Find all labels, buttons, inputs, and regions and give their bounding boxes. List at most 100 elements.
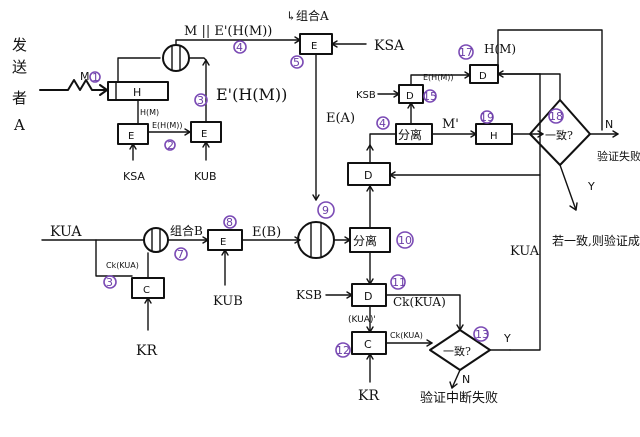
- combiner-B-circle: [143, 227, 169, 253]
- decision-top-label: 一致?: [545, 128, 573, 142]
- step-3-number: 3: [197, 94, 204, 107]
- kua-to-D-middle-arrowhead: [389, 171, 396, 179]
- label-ck-kua-top: Ck(KUA): [393, 295, 446, 309]
- step-4-circle: [233, 40, 247, 54]
- step-5-circle: [290, 55, 304, 69]
- label-combo-A: ↳组合A: [286, 8, 329, 23]
- label-ksa-bottom: KSA: [123, 170, 145, 183]
- step-3b-number: 3: [106, 276, 113, 289]
- ksa-to-E-arrowhead: [331, 40, 338, 48]
- step-8-number: 8: [226, 216, 233, 229]
- label-kua-paren: (KUA)': [348, 315, 376, 325]
- to-split-upper: [369, 133, 397, 146]
- step-10-circle: [396, 231, 414, 249]
- decision-bottom-N-arrowhead: [449, 381, 458, 389]
- label-ck-kua-left: Ck(KUA): [106, 261, 139, 270]
- label-combo-M: M || E'(H(M)): [184, 24, 272, 39]
- top-right-loop: [497, 29, 603, 131]
- label-verify-fail-top: 验证失败: [597, 149, 640, 163]
- central-combiner-bars: [310, 223, 322, 257]
- kua-down-to-C: [95, 239, 133, 277]
- label-M-prime: M': [442, 117, 459, 132]
- sender-char-1: 发: [12, 36, 27, 54]
- box-H-right-label: H: [490, 131, 498, 142]
- sender-char-3: 者: [12, 89, 27, 107]
- step-3-circle: [194, 93, 208, 107]
- step-19-number: 19: [480, 111, 494, 124]
- kub-to-E-arrowhead: [221, 249, 229, 256]
- box-D-top-label: D: [479, 71, 487, 82]
- step-17-number: 17: [459, 46, 473, 59]
- step-2-circle: [164, 139, 176, 151]
- combiner-B-bars: [151, 228, 161, 252]
- EB-to-central-arrowhead: [294, 236, 301, 244]
- label-eprime-hm: E'(H(M)): [216, 85, 287, 104]
- box-D-middle-label: D: [364, 169, 372, 182]
- C-to-decision-lower-arrowhead: [426, 339, 433, 347]
- label-N-bottom: N: [462, 373, 470, 386]
- m-up-to-combiner: [117, 57, 161, 83]
- split-box-lower-label: 分离: [353, 233, 377, 248]
- step-7-circle: [174, 247, 188, 261]
- label-E-B: E(B): [252, 225, 281, 240]
- label-M-input: M: [80, 70, 90, 83]
- kr-to-C-lower-arrowhead: [366, 353, 374, 360]
- step-2-number: 2: [167, 139, 174, 152]
- step-17-circle: [458, 44, 474, 60]
- label-kua-left: KUA: [50, 224, 82, 240]
- step-3b-circle: [103, 275, 117, 289]
- label-kr-lower: KR: [358, 388, 379, 404]
- step-9-circle: [317, 201, 335, 219]
- label-N-top: N: [605, 118, 613, 131]
- sender-char-4: A: [13, 116, 25, 134]
- ksa-arrowhead: [129, 143, 137, 150]
- D-top-to-decision: [497, 73, 561, 101]
- step-4-number: 4: [236, 41, 243, 54]
- box-C-lower-label: C: [364, 338, 372, 351]
- box-C-left-label: C: [143, 285, 150, 296]
- label-verify-success: 若一致,则验证成功.: [552, 233, 640, 248]
- kub-arrowhead: [202, 141, 210, 148]
- step-11-number: 11: [392, 276, 406, 289]
- step-19-circle: [480, 110, 494, 124]
- box-D-middle: [347, 162, 391, 186]
- decision-top-N-arrowhead: [612, 130, 619, 138]
- message-input-line: [39, 79, 108, 91]
- label-kub-top: KUB: [194, 170, 217, 183]
- box-D-ksb-label: D: [406, 91, 414, 102]
- label-combo-B: 组合B: [170, 223, 203, 238]
- D-lower-to-decision: [385, 294, 461, 331]
- ksb-to-D-arrowhead: [393, 90, 400, 98]
- decision-top-Y-arrowhead: [569, 202, 578, 211]
- label-Y-bottom: Y: [503, 332, 511, 345]
- step-1-number: 1: [92, 71, 99, 84]
- step-9-number: 9: [322, 204, 329, 217]
- combiner-A-out: [188, 57, 207, 61]
- step-12-circle: [335, 342, 351, 358]
- step-11-circle: [390, 274, 406, 290]
- kr-to-C-arrowhead: [144, 297, 152, 304]
- label-verify-interrupt-fail: 验证中断失败: [420, 390, 498, 406]
- step-4b-number: 4: [379, 117, 386, 130]
- label-E-A: E(A): [326, 111, 355, 126]
- combiner-A-bars: [171, 45, 181, 71]
- split-upper-to-D-ksb-arrowhead: [407, 102, 415, 109]
- decision-top-Y-line: [559, 164, 577, 211]
- step-15-circle: [423, 89, 437, 103]
- label-kua-right: KUA: [510, 244, 540, 259]
- step-12-number: 12: [336, 344, 350, 357]
- hash-box-label: H: [133, 86, 141, 99]
- label-hm-small: H(M): [140, 108, 159, 117]
- box-E-ksa-label: E: [128, 131, 134, 142]
- label-ksb-lower: KSB: [296, 288, 322, 302]
- label-kub-bottom: KUB: [213, 294, 243, 309]
- label-E-HM-upper: E(H(M)): [423, 73, 453, 82]
- label-Y-top: Y: [587, 180, 595, 193]
- step-13-number: 13: [475, 328, 489, 341]
- box-E-kub-label: E: [201, 129, 207, 140]
- label-E-HM-mid: E(H(M)): [152, 121, 182, 130]
- label-ksb-upper: KSB: [356, 90, 376, 101]
- step-8-circle: [223, 215, 237, 229]
